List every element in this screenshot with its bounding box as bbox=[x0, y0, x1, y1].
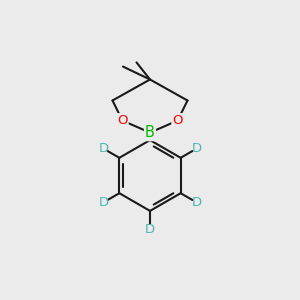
Text: D: D bbox=[191, 196, 202, 209]
Text: D: D bbox=[191, 142, 202, 155]
Text: D: D bbox=[145, 223, 155, 236]
Text: O: O bbox=[117, 114, 128, 127]
Text: O: O bbox=[172, 114, 183, 127]
Text: B: B bbox=[145, 125, 155, 140]
Text: D: D bbox=[98, 142, 109, 155]
Text: D: D bbox=[98, 196, 109, 209]
